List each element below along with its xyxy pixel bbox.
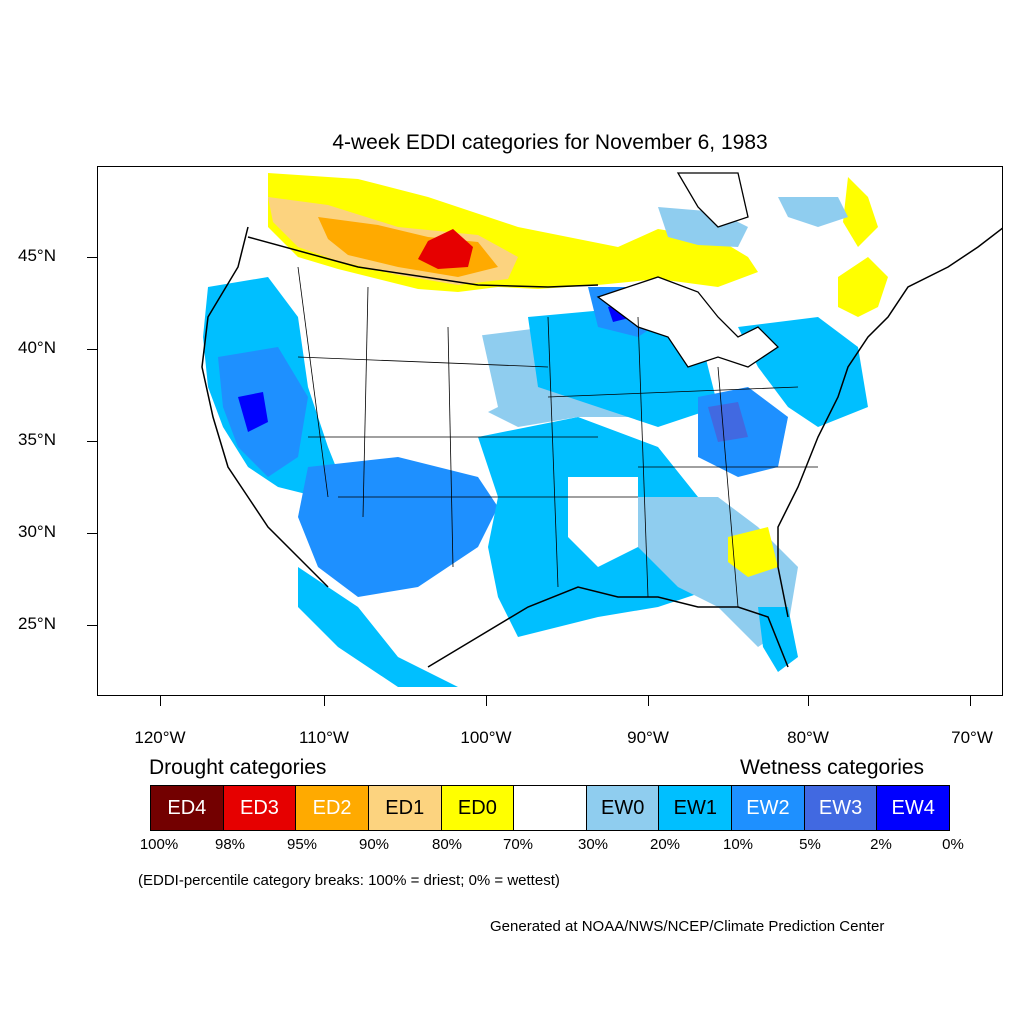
border-us-canada [247,236,599,288]
lat-label-40: 40°N [18,338,56,357]
hudson-bay-outline [676,172,749,228]
pct-break-10: 2% [870,836,892,853]
pct-break-0: 100% [139,836,179,853]
wetness-categories-heading: Wetness categories [740,756,925,779]
eddi-map [201,172,1002,687]
pct-break-7: 20% [649,836,681,853]
lat-tick-30 [87,533,97,534]
region-mexico-ew1 [298,567,458,687]
lat-label-25: 25°N [18,614,56,633]
region-ontario-ew0b [778,197,848,227]
region-ohio-ew3 [708,402,748,442]
lon-label-120: 120°W [134,728,186,747]
region-quebec-yellow [843,177,878,247]
legend-box-ed0: ED0 [441,786,515,830]
drought-categories-heading: Drought categories [149,756,327,779]
legend-box-ed2: ED2 [296,786,369,830]
lon-tick-90 [648,696,649,706]
region-sierra-ew4 [238,392,268,432]
coastline-gulf [427,586,789,668]
legend-box-neutral [514,786,587,830]
lon-label-110: 110°W [299,728,349,747]
category-legend: ED4 ED3 ED2 ED1 ED0 EW0 EW1 EW2 EW3 EW4 [150,785,950,831]
legend-box-ed4: ED4 [151,786,224,830]
lon-label-100: 100°W [460,728,512,747]
map-plot-area [97,166,1003,696]
lon-label-70: 70°W [951,728,993,747]
legend-box-ew4: EW4 [877,786,950,830]
lon-tick-110 [324,696,325,706]
pct-break-4: 80% [431,836,463,853]
legend-box-ed1: ED1 [368,786,442,830]
lat-tick-25 [87,625,97,626]
lat-label-35: 35°N [18,430,56,449]
region-carolina-yellow [728,527,778,577]
legend-box-ew2: EW2 [732,786,805,830]
lon-label-80: 80°W [787,728,829,747]
lon-tick-80 [808,696,809,706]
pct-break-1: 98% [214,836,246,853]
lon-label-90: 90°W [627,728,669,747]
lat-label-45: 45°N [18,246,56,265]
coastline-east [777,227,1002,618]
region-southwest-ew2 [298,457,498,597]
category-breaks-note: (EDDI-percentile category breaks: 100% =… [138,872,560,889]
lon-tick-120 [160,696,161,706]
state-borders [297,266,818,608]
lat-tick-35 [87,441,97,442]
pct-break-6: 30% [577,836,609,853]
legend-box-ew3: EW3 [804,786,878,830]
region-northeast-yellow [838,257,888,317]
region-plains-white [568,477,638,567]
pct-break-5: 70% [502,836,534,853]
region-florida-ew1 [758,607,798,672]
lon-tick-100 [486,696,487,706]
lat-tick-45 [87,257,97,258]
pct-break-8: 10% [722,836,754,853]
pct-break-9: 5% [799,836,821,853]
region-rockies-white [318,287,498,427]
lon-tick-70 [970,696,971,706]
credit-line: Generated at NOAA/NWS/NCEP/Climate Predi… [490,918,885,935]
lat-label-30: 30°N [18,522,56,541]
legend-box-ew0: EW0 [586,786,660,830]
pct-break-3: 90% [358,836,390,853]
legend-box-ew1: EW1 [659,786,733,830]
lat-tick-40 [87,349,97,350]
map-title: 4-week EDDI categories for November 6, 1… [332,131,768,154]
coastline-west [201,226,329,588]
region-canada-ed3 [418,229,473,269]
legend-box-ed3: ED3 [223,786,297,830]
pct-break-2: 95% [286,836,318,853]
great-lakes-outline [596,276,780,368]
pct-break-11: 0% [942,836,964,853]
